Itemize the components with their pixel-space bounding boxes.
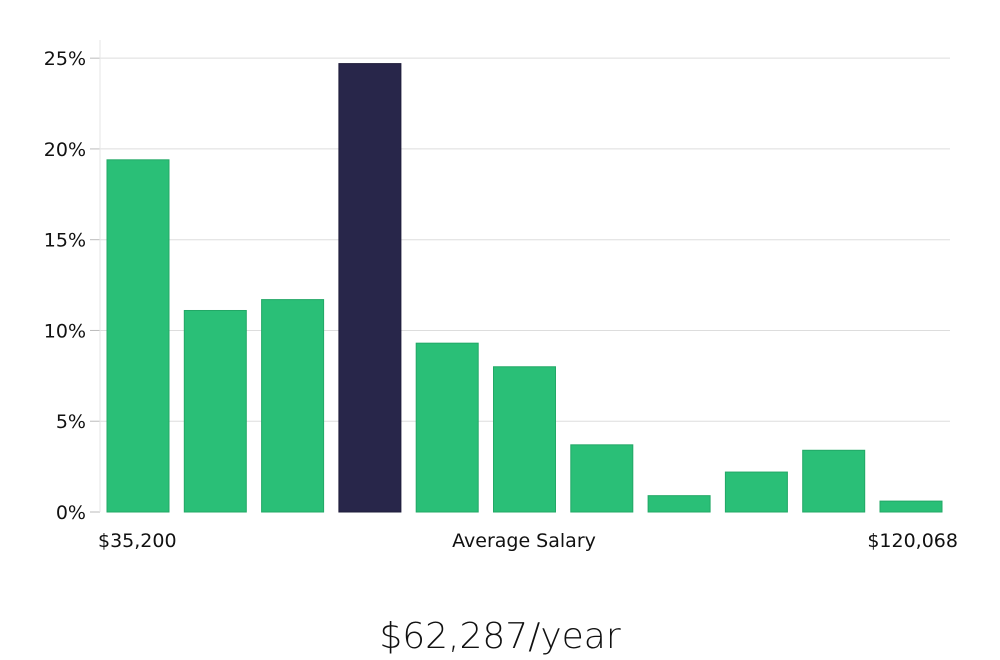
y-tick-label-0: 0% [56, 502, 86, 524]
bar-9 [802, 449, 866, 513]
y-tick-labels: 0% 5% 10% 15% 20% 25% [44, 48, 86, 524]
y-tick-label-10: 10% [44, 320, 86, 342]
bar-1 [183, 309, 247, 513]
bar-4 [415, 342, 479, 513]
bar-highlight-3 [338, 63, 402, 513]
x-max-label: $120,068 [867, 530, 958, 552]
x-center-label: Average Salary [452, 530, 596, 552]
bars [106, 63, 943, 513]
bar-5 [493, 366, 556, 513]
y-tick-label-5: 5% [56, 411, 86, 433]
bar-2 [261, 299, 325, 513]
bar-0 [106, 159, 170, 513]
bar-8 [724, 471, 788, 513]
y-tick-label-15: 15% [44, 230, 86, 252]
y-tick-label-25: 25% [44, 48, 86, 70]
x-min-label: $35,200 [98, 530, 177, 552]
bar-10 [879, 500, 943, 513]
bar-6 [570, 444, 634, 513]
bar-7 [647, 495, 711, 513]
average-salary-headline: $62,287/year [379, 616, 621, 657]
y-tick-label-20: 20% [44, 139, 86, 161]
